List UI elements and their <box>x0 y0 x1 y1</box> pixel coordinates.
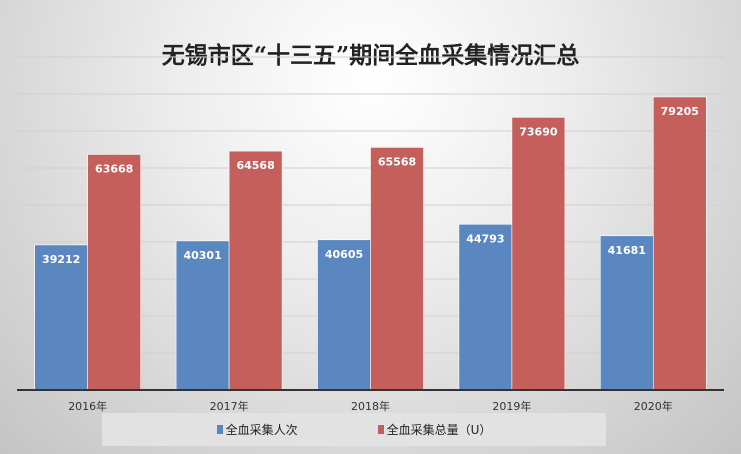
data-label: 73690 <box>519 125 558 138</box>
legend-label: 全血采集总量（U） <box>386 423 492 437</box>
x-tick-label: 2018年 <box>351 399 390 413</box>
legend-swatch-red <box>377 425 384 434</box>
bar-visits <box>599 235 654 391</box>
x-tick-label: 2017年 <box>210 399 249 413</box>
data-label: 64568 <box>236 159 274 172</box>
bar-volume <box>652 96 707 391</box>
data-label: 40605 <box>325 248 363 261</box>
legend-item-volume: 全血采集总量（U） <box>377 421 492 438</box>
x-tick-label: 2020年 <box>634 399 673 413</box>
data-label: 40301 <box>183 249 221 262</box>
legend: 全血采集人次 全血采集总量（U） <box>102 413 606 446</box>
x-tick-label: 2016年 <box>68 399 107 413</box>
bar-volume <box>511 117 566 391</box>
data-label: 79205 <box>661 105 699 118</box>
bar-volume <box>370 147 424 391</box>
data-label: 65568 <box>378 155 416 168</box>
data-label: 41681 <box>608 244 646 257</box>
chart-title: 无锡市区“十三五”期间全血采集情况汇总 <box>161 42 580 69</box>
bar-volume <box>87 154 141 391</box>
legend-item-visits: 全血采集人次 <box>216 421 298 438</box>
data-label: 63668 <box>95 162 133 175</box>
bar-visits <box>175 240 230 391</box>
bar-visits <box>34 244 89 391</box>
data-label: 44793 <box>466 232 504 245</box>
legend-label: 全血采集人次 <box>225 423 298 437</box>
bar-visits <box>458 223 513 391</box>
bar-visits <box>317 239 371 391</box>
legend-swatch-blue <box>216 425 223 434</box>
data-label: 39212 <box>42 253 80 266</box>
bar-volume <box>228 150 283 391</box>
x-tick-label: 2019年 <box>492 399 531 413</box>
